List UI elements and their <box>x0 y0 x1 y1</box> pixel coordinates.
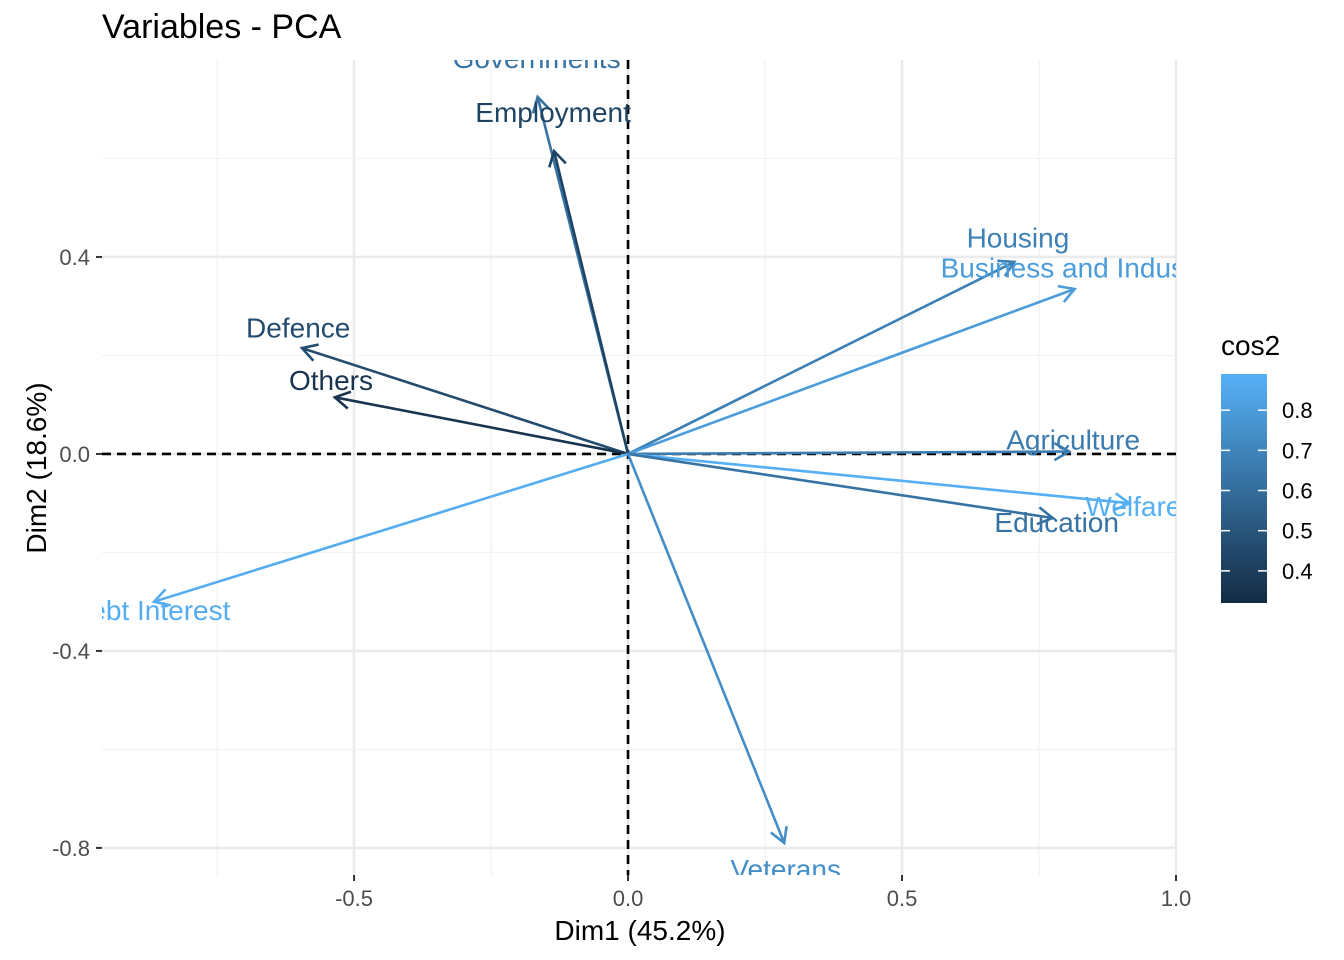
arrow-shaft <box>153 452 629 603</box>
arrow-head <box>531 94 551 114</box>
arrow-shaft <box>627 452 1053 520</box>
arrow-head <box>1057 284 1078 303</box>
y-tick-label: 0.4 <box>59 245 90 270</box>
cos2-legend: cos2 0.8 0.7 0.6 0.5 0.4 <box>1221 330 1313 603</box>
legend-tick-label: 0.4 <box>1282 559 1313 584</box>
y-tick-label: -0.4 <box>52 639 90 664</box>
arrow-head <box>1036 506 1056 526</box>
label-veterans: Veterans <box>730 854 841 885</box>
label-others: Others <box>289 365 373 396</box>
arrow-shaft <box>626 453 786 844</box>
x-tick-label: 1.0 <box>1161 886 1192 911</box>
legend-tick-label: 0.8 <box>1282 398 1313 423</box>
chart-title: Variables - PCA <box>102 8 342 46</box>
arrow-debt-interest <box>151 452 629 607</box>
arrow-defence <box>299 343 629 456</box>
arrow-head <box>332 390 352 410</box>
arrow-welfare <box>627 452 1133 512</box>
legend-title: cos2 <box>1221 330 1280 361</box>
arrow-others <box>332 390 629 456</box>
y-axis-title: Dim2 (18.6%) <box>21 382 52 553</box>
x-tick-label: -0.5 <box>335 886 373 911</box>
grid <box>102 60 1178 875</box>
arrow-employment <box>548 148 630 455</box>
arrow-housing <box>627 259 1017 456</box>
arrow-shaft <box>627 452 1130 505</box>
x-tick-label: 0.0 <box>613 886 644 911</box>
arrow-head <box>1053 441 1072 462</box>
variable-arrows <box>151 94 1133 846</box>
arrow-shaft <box>628 450 1070 456</box>
reference-lines <box>102 60 1176 875</box>
x-axis-title: Dim1 (45.2%) <box>554 915 725 946</box>
arrow-shaft <box>627 287 1076 456</box>
arrow-head <box>151 588 171 607</box>
arrow-shaft <box>334 396 629 456</box>
axes: -0.5 0.0 0.5 1.0 0.4 0.0 -0.4 -0.8 <box>52 245 1191 911</box>
arrow-agriculture <box>628 441 1072 462</box>
label-employment: Employment <box>475 97 631 128</box>
legend-tick-label: 0.7 <box>1282 438 1313 463</box>
y-tick-label: -0.8 <box>52 836 90 861</box>
label-housing: Housing <box>967 222 1070 253</box>
arrow-shaft <box>627 260 1015 456</box>
label-governments: Governments <box>453 43 621 74</box>
y-tick-label: 0.0 <box>59 442 90 467</box>
label-welfare: Welfare <box>1085 491 1181 522</box>
label-defence: Defence <box>246 312 350 343</box>
label-agriculture: Agriculture <box>1006 424 1140 455</box>
label-debt-interest: Debt Interest <box>70 595 231 626</box>
arrow-head <box>770 825 788 846</box>
label-education: Education <box>994 507 1119 538</box>
arrow-head <box>548 148 567 168</box>
arrow-head <box>997 259 1017 277</box>
arrow-shaft <box>552 150 630 455</box>
legend-colorbar <box>1221 374 1267 603</box>
arrow-shaft <box>301 346 629 456</box>
x-tick-label: 0.5 <box>887 886 918 911</box>
arrow-veterans <box>626 453 788 846</box>
arrow-head <box>299 343 319 362</box>
legend-tick-label: 0.6 <box>1282 479 1313 504</box>
arrow-education <box>627 452 1056 526</box>
arrow-head <box>1113 492 1133 512</box>
legend-tick-label: 0.5 <box>1282 519 1313 544</box>
label-business-and-industry: Business and Industry <box>941 252 1217 283</box>
arrow-business-and-industry <box>627 284 1078 456</box>
